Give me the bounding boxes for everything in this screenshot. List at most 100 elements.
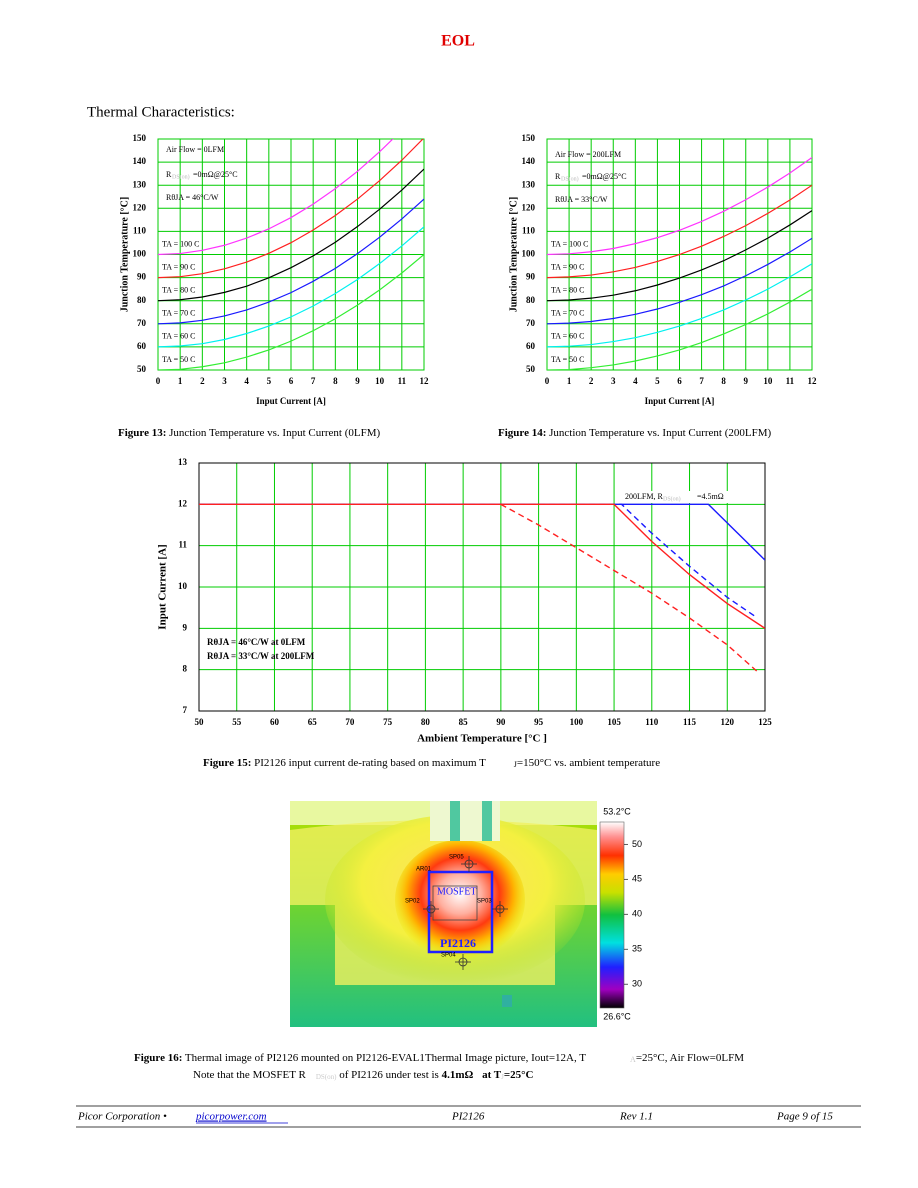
annotation: RθJA = 46°C/W at 0LFM [207, 637, 306, 647]
caption-text: =25°C, Air Flow=0LFM [636, 1052, 744, 1064]
caption-text: Thermal image of PI2126 mounted on PI212… [182, 1052, 586, 1064]
plot-frame [198, 462, 766, 712]
caption-label: Figure 15: [203, 757, 251, 769]
note-text: =25°C [504, 1069, 534, 1081]
x-axis-title: Input Current [A] [256, 396, 326, 406]
series-label: TA = 50 C [162, 355, 195, 364]
scale-tick-label: 50 [632, 839, 642, 849]
x-tick-label: 10 [763, 376, 773, 386]
y-tick-label: 130 [522, 179, 536, 189]
label-bg [623, 491, 733, 503]
series-line [158, 254, 424, 370]
series-line [547, 156, 812, 256]
note-text: at T [479, 1069, 501, 1081]
y-tick-label: 90 [137, 272, 147, 282]
series-line [547, 210, 812, 302]
x-tick-label: 0 [156, 376, 161, 386]
series-line [547, 288, 812, 370]
x-axis-title: Input Current [A] [645, 396, 715, 406]
note-text: of PI2126 under test is [336, 1069, 441, 1081]
x-tick-label: 105 [607, 717, 621, 727]
annotation: Air Flow = 0LFM [166, 145, 224, 154]
series-label: TA = 90 C [162, 262, 195, 271]
series-line [158, 226, 424, 348]
annotation: RθJA = 33°C/W at 200LFM [207, 651, 315, 661]
x-axis-title: Ambient Temperature [°C ] [417, 733, 547, 745]
y-tick-label: 60 [137, 341, 147, 351]
x-tick-label: 10 [375, 376, 385, 386]
footer-company: Picor Corporation • [77, 1111, 167, 1123]
series-line [158, 139, 394, 256]
caption-sub: J [514, 760, 517, 769]
x-tick-label: 2 [589, 376, 594, 386]
color-bar [599, 821, 625, 1009]
caption: Figure 14: Junction Temperature vs. Inpu… [498, 427, 772, 439]
caption-note: Note that the MOSFET R DS(on) of PI2126 u… [193, 1069, 534, 1081]
annotation: =0mΩ@25°C [193, 170, 238, 179]
x-tick-label: 9 [355, 376, 360, 386]
series-line [158, 139, 424, 279]
mosfet-box [427, 870, 494, 954]
y-tick-label: 9 [183, 622, 188, 632]
caption: Figure 16: Thermal image of PI2126 mount… [134, 1052, 744, 1064]
note-sub: DS(on) [316, 1073, 337, 1081]
x-tick-label: 120 [721, 717, 735, 727]
footer-page: Page 9 of 15 [776, 1111, 833, 1123]
x-tick-label: 95 [534, 717, 544, 727]
x-tick-label: 2 [200, 376, 205, 386]
scale-tick-label: 40 [632, 909, 642, 919]
x-tick-label: 3 [222, 376, 227, 386]
y-tick-label: 7 [183, 705, 188, 715]
scale-max-label: 53.2°C [603, 806, 631, 816]
spot-label: SP02 [405, 899, 420, 905]
y-tick-label: 90 [526, 272, 536, 282]
y-tick-label: 50 [137, 364, 147, 374]
caption-text: Junction Temperature vs. Input Current (… [166, 427, 380, 439]
x-tick-label: 100 [570, 717, 584, 727]
x-tick-label: 50 [195, 717, 205, 727]
series-label: TA = 60 C [162, 332, 195, 341]
series-line [547, 237, 812, 325]
y-tick-label: 60 [526, 341, 536, 351]
spot-label: SP03 [477, 899, 492, 905]
spot-markers [423, 856, 508, 970]
x-tick-label: 11 [398, 376, 407, 386]
x-tick-label: 60 [270, 717, 280, 727]
x-tick-label: 12 [420, 376, 430, 386]
x-tick-label: 85 [459, 717, 469, 727]
y-tick-label: 110 [522, 225, 536, 235]
annotation: =4.5mΩ [697, 492, 724, 501]
spot-label: SP05 [449, 855, 464, 861]
x-tick-label: 75 [383, 717, 393, 727]
x-tick-label: 110 [645, 717, 659, 727]
annotation: R [166, 170, 172, 179]
caption: Figure 15: PI2126 input current de-ratin… [203, 757, 660, 769]
annotation: Air Flow = 200LFM [555, 150, 621, 159]
series-label: TA = 80 C [162, 286, 195, 295]
scale-tick-label: 35 [632, 944, 642, 954]
annotation: RθJA = 46°C/W [166, 193, 219, 202]
x-tick-label: 1 [567, 376, 572, 386]
annotation: R [555, 172, 561, 181]
series-line [158, 198, 424, 325]
y-axis-title: Junction Temperature [°C] [119, 197, 130, 312]
y-tick-label: 120 [522, 202, 536, 212]
x-tick-label: 125 [758, 717, 772, 727]
thermal-trace [450, 801, 460, 841]
series-line [500, 503, 758, 673]
eol-mark: EOL [441, 33, 475, 50]
series-group [158, 139, 424, 370]
x-tick-label: 4 [244, 376, 249, 386]
x-tick-label: 8 [333, 376, 338, 386]
x-tick-label: 4 [633, 376, 638, 386]
y-axis-title: Input Current [A] [157, 544, 169, 629]
x-tick-label: 5 [267, 376, 272, 386]
x-tick-label: 6 [289, 376, 294, 386]
y-tick-label: 13 [178, 457, 188, 467]
scale-tick-label: 45 [632, 874, 642, 884]
footer-link[interactable]: picorpower.com [195, 1111, 267, 1123]
caption-text: Junction Temperature vs. Input Current (… [546, 427, 771, 439]
y-tick-label: 80 [526, 295, 536, 305]
y-tick-label: 130 [133, 179, 147, 189]
